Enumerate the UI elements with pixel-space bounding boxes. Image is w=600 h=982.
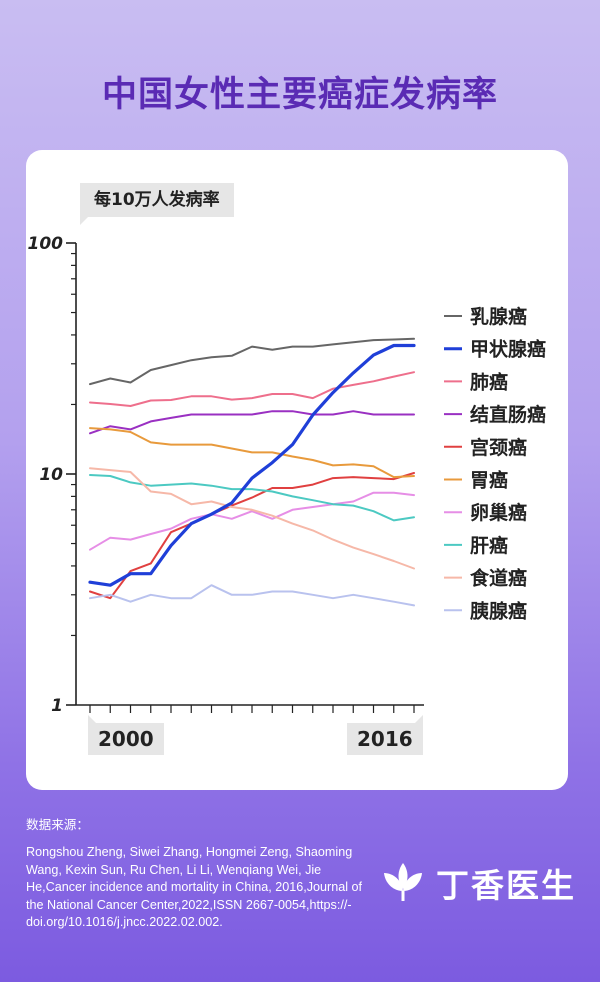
- chart-axes: 1 10 100: [28, 234, 424, 716]
- brand-logo: 丁香医生: [378, 858, 576, 908]
- y-tick-label: 1: [51, 696, 63, 716]
- brand-name: 丁香医生: [436, 866, 576, 905]
- series-line: [89, 472, 415, 600]
- y-tick-label: 10: [39, 465, 63, 485]
- series-line: [89, 467, 415, 570]
- legend-label: 甲状腺癌: [470, 338, 546, 361]
- legend-label: 肺癌: [470, 370, 508, 393]
- y-axis-unit-label: 每10万人发病率: [80, 183, 234, 225]
- series-line: [89, 371, 415, 407]
- legend-label: 宫颈癌: [470, 436, 527, 459]
- series-line: [88, 343, 416, 587]
- series-line: [89, 427, 415, 479]
- series-line: [89, 337, 415, 386]
- legend-label: 食道癌: [470, 567, 527, 590]
- legend-label: 肝癌: [470, 534, 508, 557]
- clove-flower-icon: [378, 857, 428, 909]
- legend-label: 胰腺癌: [469, 599, 527, 622]
- data-source-citation: Rongshou Zheng, Siwei Zhang, Hongmei Zen…: [26, 845, 363, 930]
- legend-label: 乳腺癌: [470, 305, 527, 328]
- series-line: [89, 584, 415, 607]
- legend-label: 卵巢癌: [470, 501, 527, 524]
- x-axis-end-label: 2016: [347, 715, 423, 755]
- legend-label: 结直肠癌: [470, 403, 546, 426]
- legend-label: 胃癌: [470, 469, 508, 492]
- page-title: 中国女性主要癌症发病率: [101, 75, 498, 115]
- series-line: [89, 491, 415, 551]
- data-source: 数据来源： Rongshou Zheng, Siwei Zhang, Hongm…: [26, 817, 371, 931]
- series-line: [89, 410, 415, 435]
- data-source-label: 数据来源：: [26, 818, 89, 832]
- chart-lines: [88, 337, 416, 607]
- y-tick-label: 100: [28, 234, 64, 254]
- x-axis-start-label: 2000: [88, 715, 164, 755]
